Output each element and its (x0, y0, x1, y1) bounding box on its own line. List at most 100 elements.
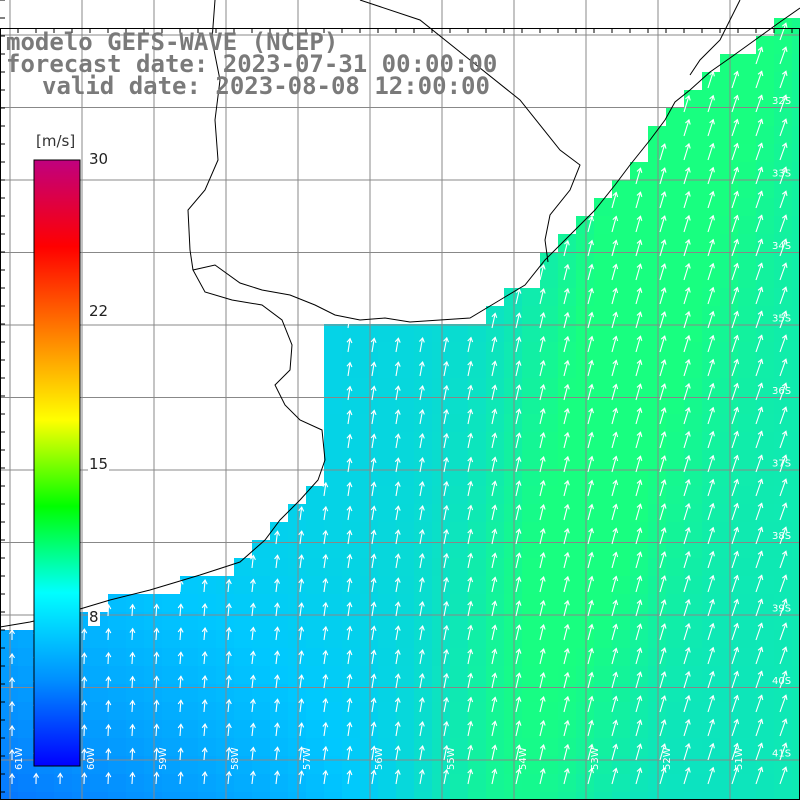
sea-cell (522, 648, 541, 667)
sea-cell (468, 774, 487, 793)
sea-cell (216, 612, 235, 631)
sea-cell (774, 396, 793, 415)
sea-cell (576, 774, 595, 793)
sea-cell (594, 684, 613, 703)
sea-cell (342, 324, 361, 343)
sea-cell (144, 720, 163, 739)
sea-cell (450, 414, 469, 433)
sea-cell (738, 612, 757, 631)
sea-cell (54, 792, 73, 800)
sea-cell (612, 378, 631, 397)
sea-cell (738, 666, 757, 685)
sea-cell (684, 756, 703, 775)
wind-arrow (659, 359, 667, 377)
wind-arrow (491, 408, 498, 425)
sea-cell (792, 90, 800, 109)
sea-cell (756, 630, 775, 649)
sea-cell (324, 702, 343, 721)
sea-cell (774, 702, 793, 721)
wind-arrow (635, 671, 643, 689)
wind-arrow (515, 576, 522, 593)
sea-cell (306, 612, 325, 631)
sea-cell (324, 522, 343, 541)
sea-cell (378, 648, 397, 667)
sea-cell (792, 432, 800, 451)
wind-arrow (563, 359, 570, 377)
latitude-label: 35S (772, 314, 791, 325)
wind-arrow (635, 767, 643, 785)
sea-cell (522, 288, 541, 307)
sea-cell (288, 558, 307, 577)
wind-arrow (491, 480, 498, 497)
wind-arrow (467, 696, 474, 713)
sea-cell (612, 270, 631, 289)
wind-arrow (250, 746, 256, 761)
sea-cell (702, 666, 721, 685)
sea-cell (720, 630, 739, 649)
wind-arrow (467, 528, 474, 545)
sea-cell (738, 252, 757, 271)
sea-cell (306, 594, 325, 613)
wind-arrow (105, 675, 112, 689)
sea-cell (468, 612, 487, 631)
sea-cell (576, 342, 595, 361)
sea-cell (612, 522, 631, 541)
sea-cell (720, 234, 739, 253)
sea-cell (702, 72, 721, 91)
sea-cell (630, 324, 649, 343)
sea-cell (666, 720, 685, 739)
wind-arrow (539, 504, 546, 521)
sea-cell (108, 756, 127, 775)
sea-cell (234, 702, 253, 721)
sea-cell (594, 630, 613, 649)
sea-cell (522, 774, 541, 793)
sea-cell (594, 324, 613, 343)
sea-cell (612, 594, 631, 613)
sea-cell (756, 72, 775, 91)
sea-cell (702, 702, 721, 721)
sea-cell (756, 252, 775, 271)
sea-cell (180, 612, 199, 631)
wind-arrow (443, 552, 449, 569)
wind-arrow (491, 696, 498, 713)
sea-cell (630, 756, 649, 775)
wind-arrow (177, 699, 184, 713)
sea-cell (504, 792, 523, 800)
wind-arrow (467, 744, 474, 761)
wind-arrow (635, 743, 643, 761)
wind-arrow (587, 335, 594, 353)
wind-arrow (9, 724, 16, 737)
wind-arrow (298, 602, 305, 617)
wind-arrow (298, 506, 305, 521)
sea-cell (702, 756, 721, 775)
sea-cell (234, 648, 253, 667)
wind-arrow (177, 603, 184, 617)
wind-arrow (779, 622, 788, 641)
sea-cell (360, 378, 379, 397)
wind-arrow (322, 625, 329, 641)
wind-arrow (611, 359, 619, 377)
wind-arrow (659, 503, 667, 521)
sea-cell (630, 558, 649, 577)
sea-cell (594, 576, 613, 595)
sea-cell (684, 702, 703, 721)
sea-cell (162, 594, 181, 613)
wind-arrow (755, 310, 764, 329)
sea-cell (342, 396, 361, 415)
sea-cell (594, 234, 613, 253)
sea-cell (162, 612, 181, 631)
sea-cell (792, 270, 800, 289)
sea-cell (144, 594, 163, 613)
sea-cell (594, 540, 613, 559)
sea-cell (414, 630, 433, 649)
wind-arrow (539, 336, 546, 353)
sea-cell (774, 738, 793, 757)
wind-arrow (539, 768, 546, 785)
sea-cell (414, 684, 433, 703)
wind-arrow (779, 454, 788, 473)
wind-arrow (298, 770, 305, 785)
sea-cell (450, 396, 469, 415)
sea-cell (738, 396, 757, 415)
wind-arrow (659, 191, 667, 209)
sea-cell (756, 234, 775, 253)
